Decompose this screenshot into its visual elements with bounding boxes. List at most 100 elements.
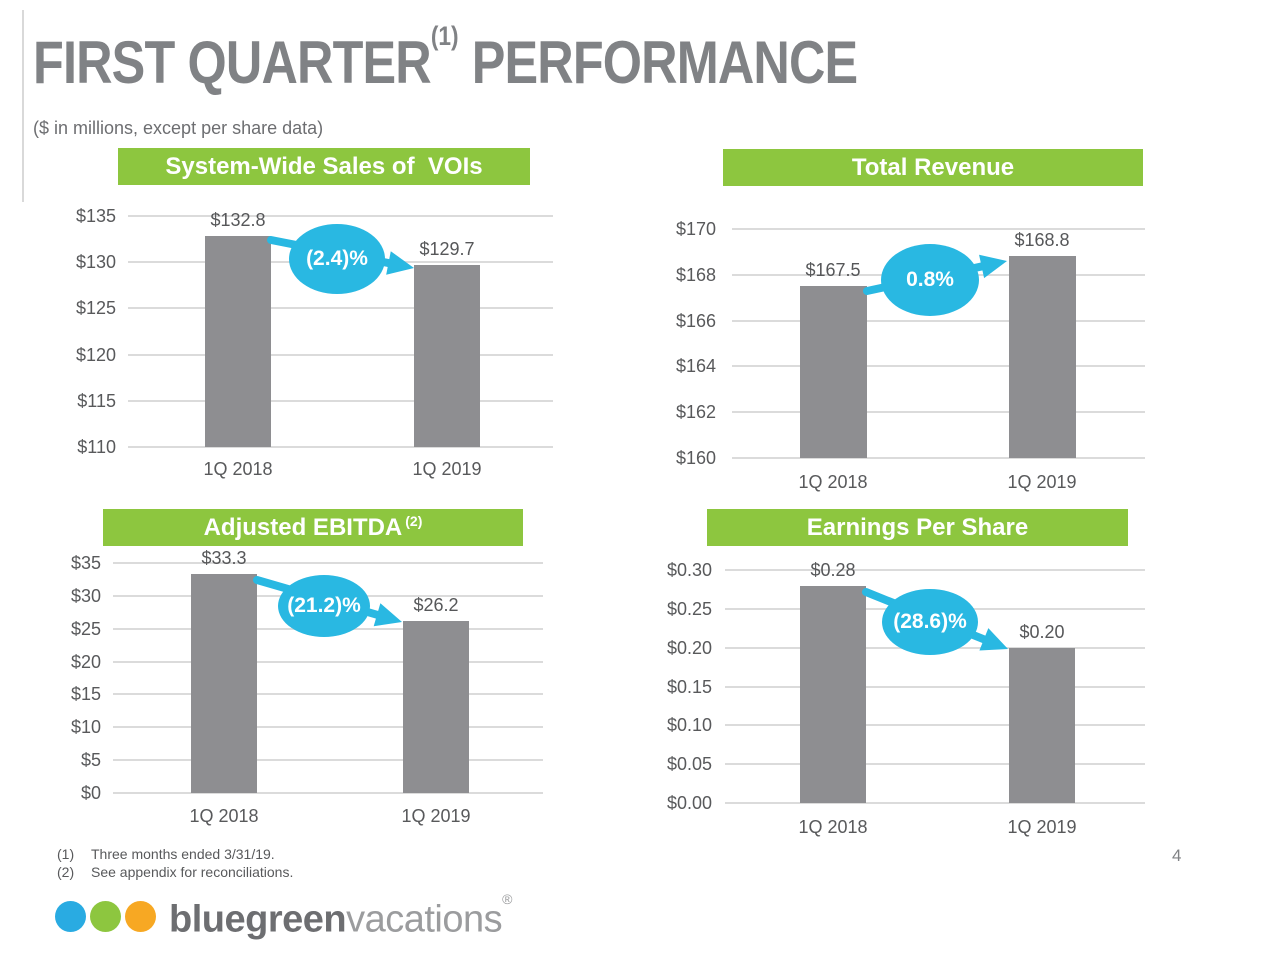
y-tick-label: $0.20 bbox=[666, 637, 712, 658]
page-title-rest: PERFORMANCE bbox=[458, 29, 858, 96]
category-label: 1Q 2018 bbox=[798, 472, 868, 492]
grid-line bbox=[113, 726, 543, 729]
category-label: 1Q 2019 bbox=[401, 806, 471, 826]
grid-line bbox=[725, 685, 1145, 688]
bluegreen-logo: bluegreenvacations® bbox=[55, 891, 512, 941]
bar-1q-2018 bbox=[191, 574, 257, 793]
footnote-2-marker: (2) bbox=[57, 864, 75, 880]
category-label: 1Q 2019 bbox=[1007, 472, 1077, 492]
change-callout: (21.2)% bbox=[278, 575, 370, 637]
logo-wordmark: bluegreenvacations® bbox=[169, 891, 512, 941]
y-tick-label: $125 bbox=[75, 298, 116, 319]
logo-dot-green bbox=[90, 900, 121, 932]
grid-line bbox=[128, 353, 553, 356]
slide-edge-artifact bbox=[22, 10, 24, 202]
footnote-ref-2: (2) bbox=[405, 512, 423, 529]
grid-line bbox=[732, 411, 1145, 414]
bar-value-label: $167.5 bbox=[805, 260, 861, 281]
y-tick-label: $0.15 bbox=[666, 676, 712, 697]
y-tick-label: $166 bbox=[675, 310, 716, 331]
y-tick-label: $10 bbox=[70, 717, 101, 738]
chart-title: Adjusted EBITDA bbox=[203, 513, 403, 541]
y-tick-label: $0.25 bbox=[666, 598, 712, 619]
bar-1q-2018 bbox=[799, 286, 867, 458]
grid-line bbox=[113, 562, 543, 564]
grid-line bbox=[113, 693, 543, 696]
change-percent-label: 0.8% bbox=[906, 268, 954, 291]
bar-value-label: $26.2 bbox=[413, 594, 459, 615]
logo-word-vacations: vacations bbox=[346, 898, 503, 941]
chart-title-banner: Total Revenue bbox=[723, 149, 1143, 186]
y-tick-label: $5 bbox=[80, 750, 101, 771]
bar-1q-2019 bbox=[414, 264, 480, 447]
category-label: 1Q 2018 bbox=[798, 817, 868, 837]
category-label: 1Q 2018 bbox=[203, 459, 273, 479]
grid-line bbox=[725, 569, 1145, 571]
footnote-2: (2) See appendix for reconciliations. bbox=[57, 863, 293, 881]
category-label: 1Q 2018 bbox=[189, 806, 259, 826]
logo-word-bluegreen: bluegreen bbox=[169, 898, 347, 941]
grid-line bbox=[113, 660, 543, 663]
y-tick-label: $0 bbox=[80, 783, 101, 803]
y-tick-label: $160 bbox=[675, 448, 716, 468]
y-tick-label: $135 bbox=[75, 206, 116, 226]
chart-title-banner: Earnings Per Share bbox=[707, 509, 1128, 546]
grid-line bbox=[113, 759, 543, 762]
chart-title: Earnings Per Share bbox=[806, 513, 1029, 541]
grid-line bbox=[732, 457, 1145, 459]
bar-value-label: $132.8 bbox=[210, 210, 266, 231]
y-tick-label: $35 bbox=[70, 553, 101, 573]
y-tick-label: $162 bbox=[675, 402, 716, 423]
bar-1q-2019 bbox=[403, 620, 469, 793]
y-tick-label: $164 bbox=[675, 356, 716, 377]
chart-title: Total Revenue bbox=[851, 153, 1015, 181]
bar-value-label: $129.7 bbox=[419, 238, 475, 259]
y-tick-label: $170 bbox=[675, 219, 716, 239]
chart-title-banner: Adjusted EBITDA (2) bbox=[103, 509, 523, 546]
logo-dot-blue bbox=[55, 900, 86, 932]
bar-1q-2019 bbox=[1008, 256, 1076, 458]
bar-1q-2018 bbox=[205, 236, 271, 447]
grid-line bbox=[732, 319, 1145, 322]
bar-1q-2019 bbox=[1009, 647, 1075, 803]
change-callout: (2.4)% bbox=[289, 224, 385, 294]
page-title: FIRST QUARTER(1) PERFORMANCE bbox=[33, 21, 858, 97]
y-tick-label: $25 bbox=[70, 618, 101, 639]
change-callout: (28.6)% bbox=[882, 589, 978, 655]
category-label: 1Q 2019 bbox=[1007, 817, 1077, 837]
y-tick-label: $130 bbox=[75, 252, 116, 273]
y-tick-label: $168 bbox=[675, 264, 716, 285]
grid-line bbox=[128, 307, 553, 310]
change-percent-label: (28.6)% bbox=[893, 610, 967, 633]
page-title-main: FIRST QUARTER bbox=[33, 29, 432, 96]
footnote-ref-1: (1) bbox=[430, 21, 459, 52]
chart-title: System-Wide Sales of VOIs bbox=[165, 152, 483, 180]
registered-trademark-icon: ® bbox=[502, 891, 512, 907]
y-tick-label: $15 bbox=[70, 684, 101, 705]
y-tick-label: $0.10 bbox=[666, 715, 712, 736]
bar-value-label: $0.28 bbox=[810, 559, 856, 580]
bar-value-label: $0.20 bbox=[1019, 621, 1065, 642]
footnote-1-text: Three months ended 3/31/19. bbox=[91, 846, 275, 862]
grid-line bbox=[725, 724, 1145, 727]
change-percent-label: (2.4)% bbox=[306, 247, 368, 270]
y-tick-label: $0.05 bbox=[666, 754, 712, 775]
change-arrow-head-down bbox=[373, 603, 402, 627]
logo-dot-orange bbox=[125, 900, 156, 932]
change-percent-label: (21.2)% bbox=[287, 594, 361, 617]
y-tick-label: $0.00 bbox=[666, 793, 712, 813]
change-callout: 0.8% bbox=[881, 244, 979, 316]
page-number: 4 bbox=[1172, 846, 1182, 865]
y-tick-label: $110 bbox=[77, 437, 116, 457]
grid-line bbox=[113, 792, 543, 794]
grid-line bbox=[732, 228, 1145, 230]
grid-line bbox=[725, 763, 1145, 766]
y-tick-label: $30 bbox=[70, 585, 101, 606]
bar-value-label: $168.8 bbox=[1014, 230, 1070, 251]
footnotes: (1) Three months ended 3/31/19. (2) See … bbox=[57, 845, 293, 881]
page-subtitle: ($ in millions, except per share data) bbox=[33, 118, 324, 138]
footnote-1-marker: (1) bbox=[57, 846, 75, 862]
grid-line bbox=[128, 399, 553, 402]
grid-line bbox=[725, 802, 1145, 804]
